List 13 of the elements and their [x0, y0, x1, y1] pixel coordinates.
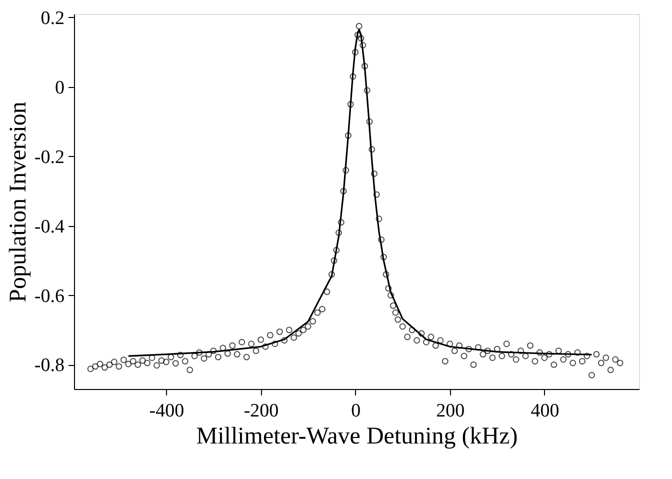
y-tick-label: 0.2 [40, 8, 64, 29]
x-tick-label: 200 [436, 400, 465, 422]
x-tick-label: -400 [149, 400, 184, 422]
x-tick-label: -200 [244, 400, 279, 422]
y-tick-label: -0.4 [34, 216, 65, 238]
x-axis-title: Millimeter-Wave Detuning (kHz) [196, 424, 518, 450]
x-tick-label: 400 [530, 400, 560, 422]
y-tick-label: -0.2 [34, 146, 64, 168]
y-tick-label: -0.6 [34, 286, 64, 307]
y-axis-title: Population Inversion [5, 102, 32, 302]
x-tick-label: 0 [351, 400, 361, 422]
y-tick-label: -0.8 [34, 355, 64, 376]
y-tick-label: 0 [55, 77, 64, 98]
